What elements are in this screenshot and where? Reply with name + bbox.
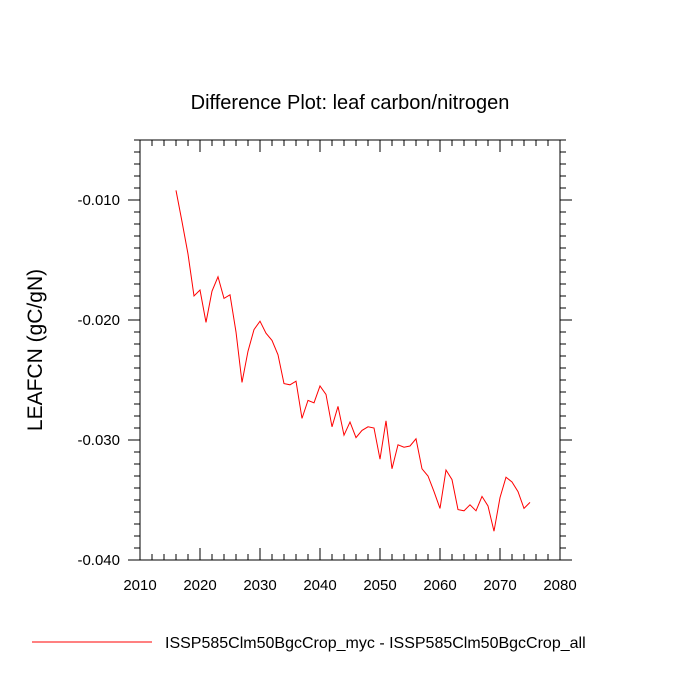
y-tick-label: -0.040	[77, 552, 120, 569]
legend-label: ISSP585Clm50BgcCrop_myc - ISSP585Clm50Bg…	[165, 635, 586, 652]
x-tick-label: 2060	[423, 577, 456, 594]
axis-tick-labels: 2010 2020 2030 2040 2050 2060 2070 2080 -0.040 -0…	[77, 192, 576, 594]
x-tick-label: 2070	[483, 577, 516, 594]
x-tick-label: 2020	[183, 577, 216, 594]
x-tick-label: 2010	[123, 577, 156, 594]
y-tick-label: -0.010	[77, 192, 120, 209]
legend: ISSP585Clm50BgcCrop_myc - ISSP585Clm50Bg…	[32, 635, 586, 652]
x-tick-label: 2050	[363, 577, 396, 594]
series-line	[175, 190, 531, 532]
y-axis-label: LEAFCN (gC/gN)	[24, 269, 47, 431]
axis-ticks	[128, 139, 572, 561]
series-lines	[175, 190, 531, 532]
chart-title: Difference Plot: leaf carbon/nitrogen	[191, 92, 510, 114]
y-tick-label: -0.030	[77, 432, 120, 449]
y-tick-label: -0.020	[77, 312, 120, 329]
x-tick-label: 2030	[243, 577, 276, 594]
x-tick-label: 2040	[303, 577, 336, 594]
plot-area-frame	[139, 139, 561, 561]
x-tick-label: 2080	[543, 577, 576, 594]
